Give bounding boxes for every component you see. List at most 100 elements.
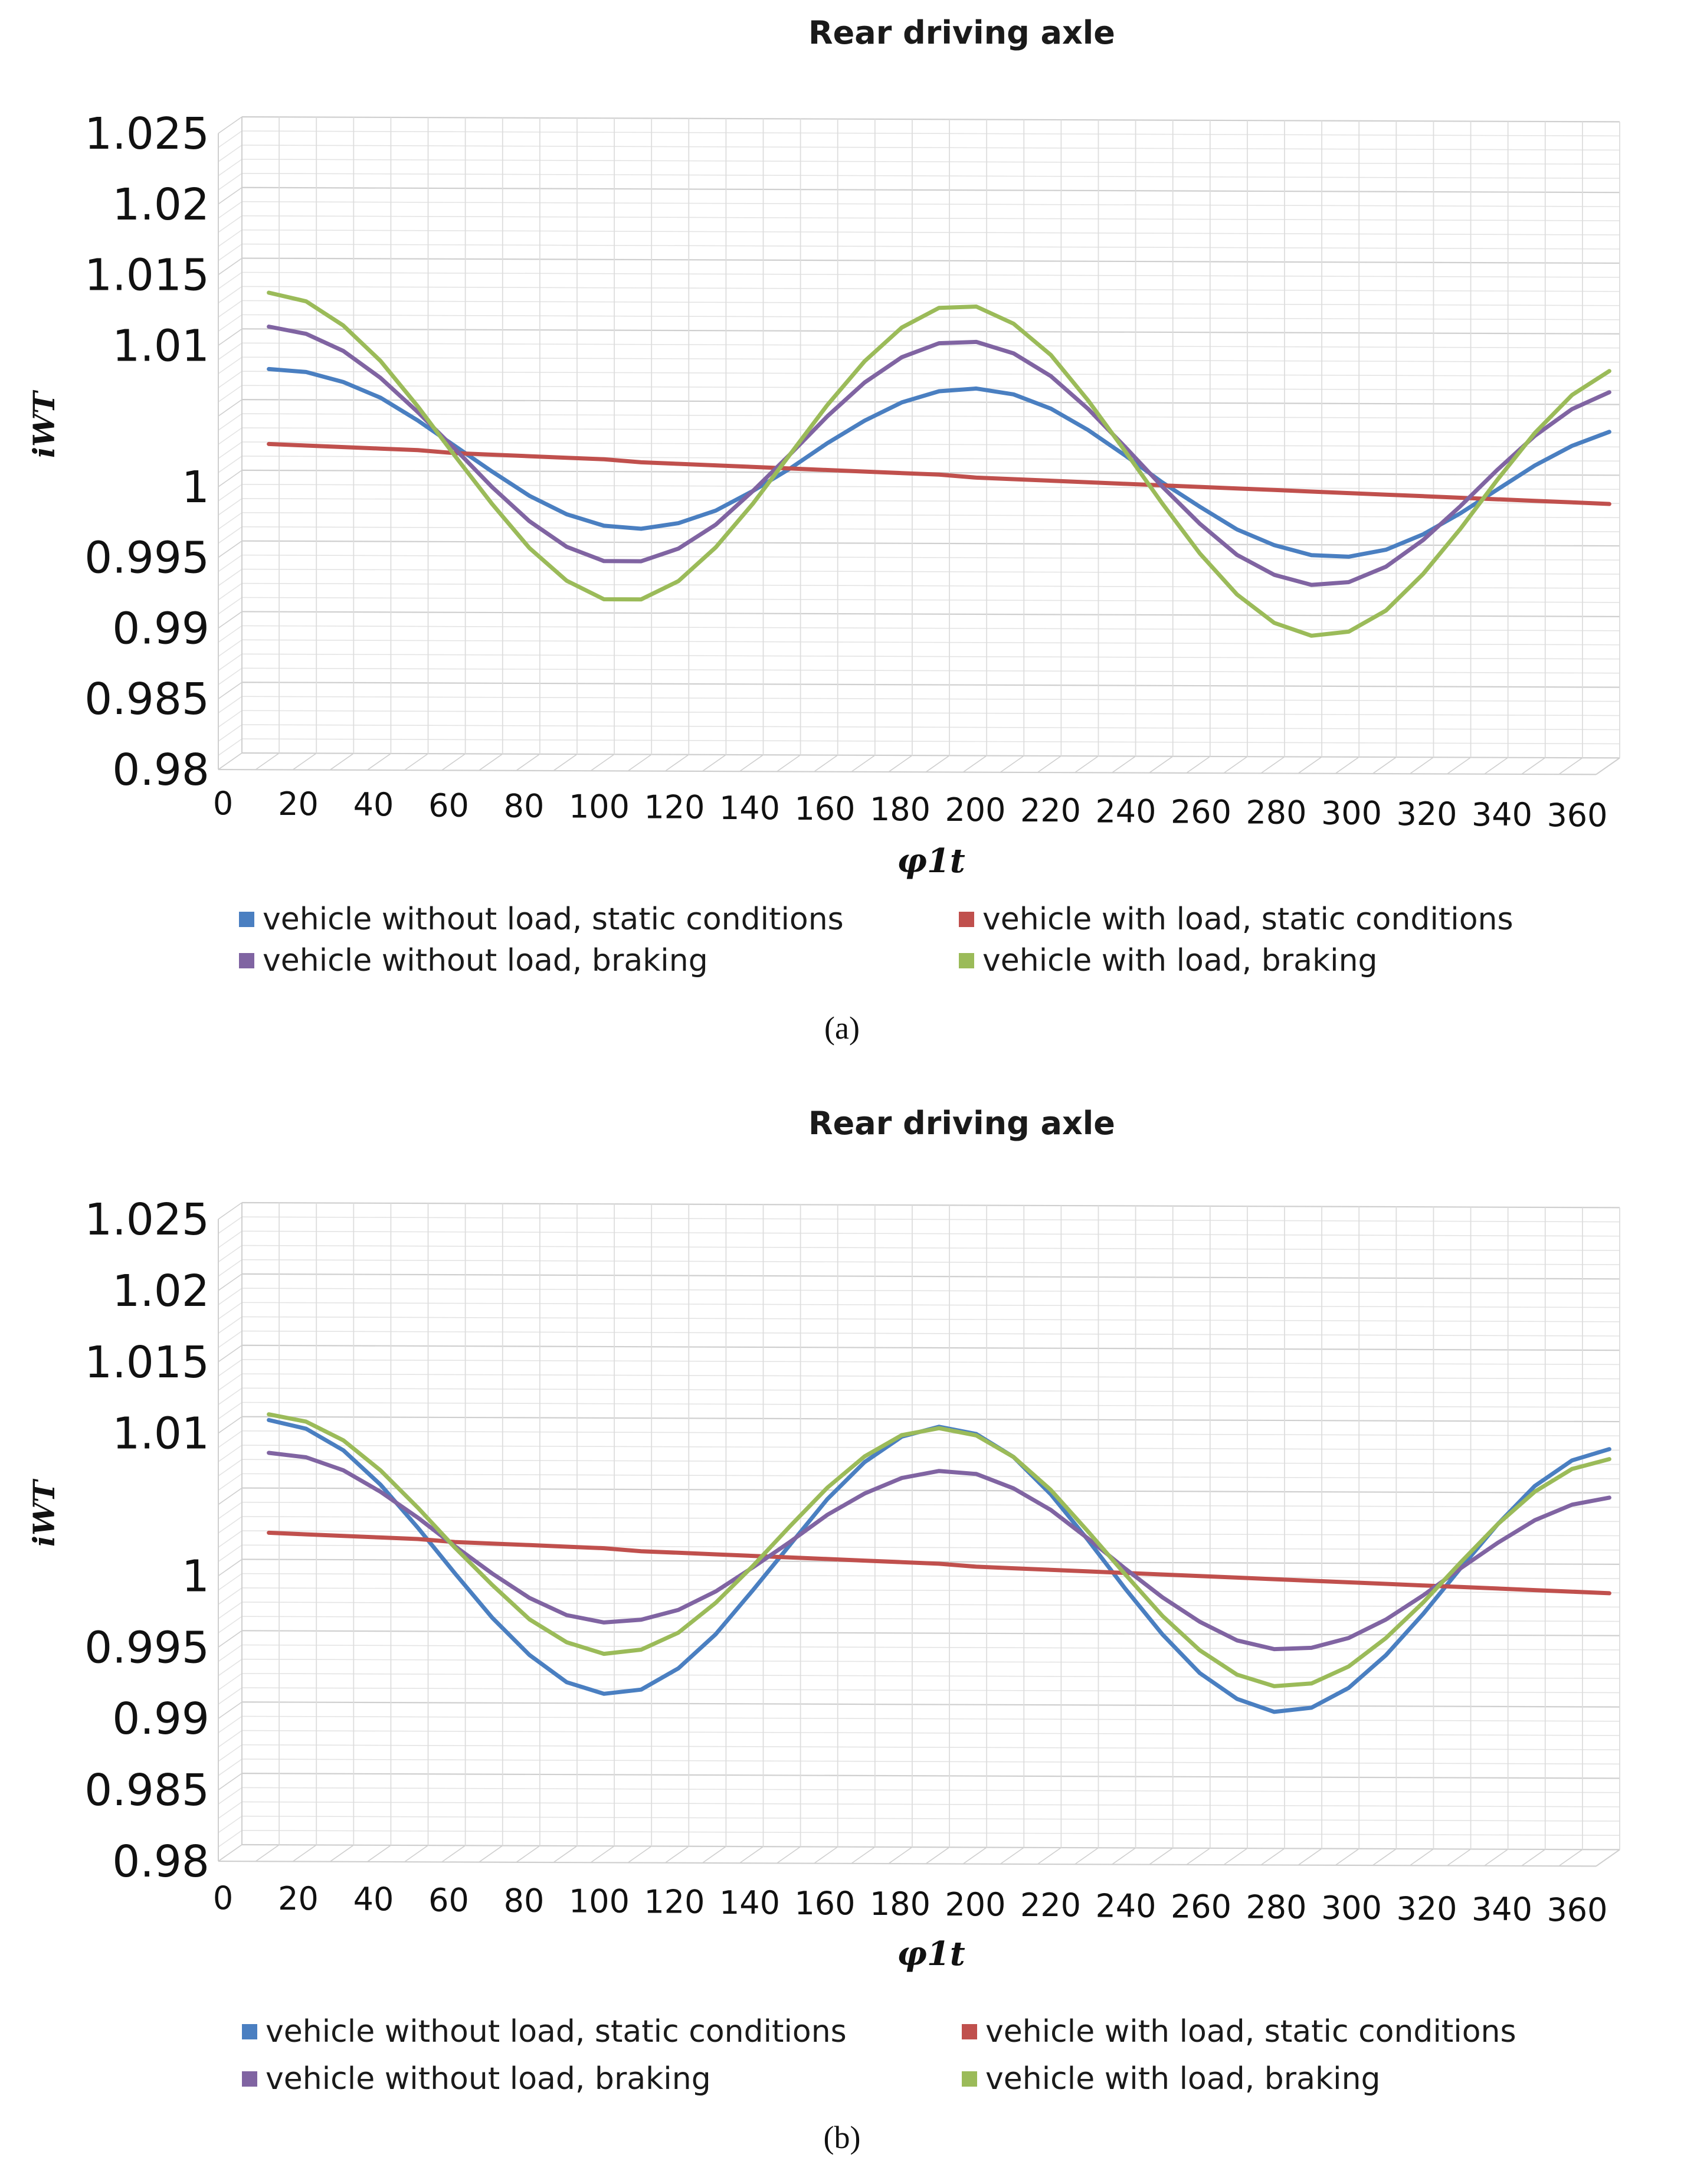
gridline-side — [218, 1815, 243, 1833]
gridline-floor — [1112, 1847, 1136, 1865]
gridline-side — [218, 328, 243, 346]
gridline-side — [218, 1830, 243, 1848]
gridline-side — [218, 1245, 243, 1263]
gridline-side — [218, 1273, 243, 1291]
gridline-floor — [1372, 1848, 1397, 1866]
legend-entry: vehicle without load, braking — [263, 943, 708, 978]
gridline-horizontal — [241, 1373, 1620, 1380]
x-tick-label: 40 — [353, 786, 394, 823]
gridline-side — [218, 271, 243, 290]
gridline-horizontal — [241, 215, 1620, 221]
gridline-side — [218, 342, 243, 360]
gridline-side — [218, 1644, 243, 1662]
x-tick-label: 100 — [569, 1883, 630, 1920]
gridline-floor — [1298, 1848, 1322, 1866]
gridline-horizontal — [241, 1387, 1620, 1394]
gridline-side — [218, 498, 243, 516]
gridline-floor — [479, 753, 503, 771]
panel-caption: (b) — [824, 2120, 861, 2155]
gridline-side — [218, 371, 243, 388]
gridline-floor — [702, 754, 726, 772]
y-tick-label: 1.02 — [112, 1266, 209, 1317]
y-tick-label: 1.015 — [84, 250, 209, 301]
gridline-side — [218, 159, 243, 176]
gridline-floor — [1260, 1848, 1285, 1866]
x-tick-label: 240 — [1095, 793, 1156, 830]
floor-edge — [218, 768, 1597, 775]
gridline-floor — [441, 753, 466, 771]
gridline-floor — [1037, 755, 1061, 773]
gridline-side — [218, 1316, 243, 1334]
gridline-horizontal — [241, 1359, 1620, 1366]
x-tick-label: 280 — [1246, 1889, 1306, 1926]
gridline-horizontal — [241, 568, 1620, 575]
gridline-horizontal — [241, 1701, 1620, 1708]
gridline-floor — [702, 1846, 726, 1864]
x-tick-label: 140 — [719, 790, 780, 827]
legend-swatch — [239, 953, 254, 968]
legend-entry: vehicle without load, static conditions — [266, 2014, 847, 2049]
gridline-floor — [962, 755, 987, 773]
gridline-floor — [627, 754, 652, 772]
chart-title: Rear driving axle — [808, 14, 1115, 51]
legend-swatch — [959, 953, 974, 968]
gridline-side — [218, 427, 243, 445]
gridline-side — [218, 145, 243, 162]
gridline-horizontal — [241, 1715, 1620, 1722]
gridline-floor — [590, 754, 615, 771]
legend-entry: vehicle with load, static conditions — [985, 2014, 1516, 2049]
gridline-horizontal — [241, 1830, 1620, 1836]
gridline-horizontal — [241, 611, 1620, 617]
gridline-horizontal — [241, 653, 1620, 660]
gridline-side — [218, 1387, 243, 1405]
series-line-2 — [267, 441, 1611, 506]
gridline-horizontal — [241, 1416, 1620, 1423]
gridline-side — [218, 568, 243, 587]
gridline-side — [218, 738, 243, 756]
gridline-side — [218, 724, 243, 742]
gridline-floor — [516, 1845, 540, 1863]
gridline-side — [218, 1445, 243, 1462]
gridline-side — [218, 1687, 243, 1705]
gridline-floor — [1149, 1848, 1174, 1865]
gridline-side — [218, 639, 243, 657]
gridline-side — [218, 1544, 243, 1562]
gridline-horizontal — [241, 1587, 1620, 1594]
chart-panel-a: Rear driving axle 0.98 0.985 0.99 0.995 1 1.0… — [27, 14, 1620, 1046]
gridline-side — [218, 667, 243, 685]
x-tick-label: 160 — [794, 790, 855, 827]
gridline-floor — [1186, 1848, 1211, 1865]
x-tick-label: 360 — [1547, 1891, 1607, 1928]
gridline-side — [218, 130, 243, 148]
series-line-3 — [267, 325, 1611, 587]
gridline-side — [218, 696, 243, 713]
legend-swatch — [962, 2024, 977, 2039]
gridline-horizontal — [241, 696, 1620, 702]
gridline-horizontal — [241, 1544, 1620, 1551]
gridline-side — [218, 1373, 243, 1391]
gridline-side — [218, 541, 243, 558]
gridline-side — [218, 1573, 243, 1591]
gridline-side — [218, 399, 243, 417]
y-tick-label: 1 — [182, 462, 209, 513]
gridline-side — [218, 116, 243, 134]
gridline-horizontal — [241, 1530, 1620, 1537]
gridline-side — [218, 1202, 243, 1220]
x-tick-label: 180 — [870, 791, 931, 828]
gridline-floor — [1000, 1847, 1024, 1865]
gridline-horizontal — [241, 1630, 1620, 1636]
gridline-floor — [329, 1845, 354, 1862]
x-tick-label: 320 — [1396, 1890, 1457, 1927]
gridline-floor — [1223, 1848, 1248, 1865]
y-tick-label: 1 — [182, 1551, 209, 1602]
y-tick-label: 0.995 — [84, 1622, 209, 1673]
gridline-side — [218, 625, 243, 643]
gridline-side — [218, 1715, 243, 1734]
x-tick-label: 200 — [945, 791, 1005, 829]
gridline-horizontal — [241, 1344, 1620, 1351]
y-tick-label: 0.98 — [112, 745, 209, 795]
gridline-side — [218, 1759, 243, 1776]
gridline-floor — [739, 1846, 764, 1864]
x-tick-label: 120 — [644, 1884, 705, 1921]
x-tick-label: 140 — [719, 1884, 780, 1921]
